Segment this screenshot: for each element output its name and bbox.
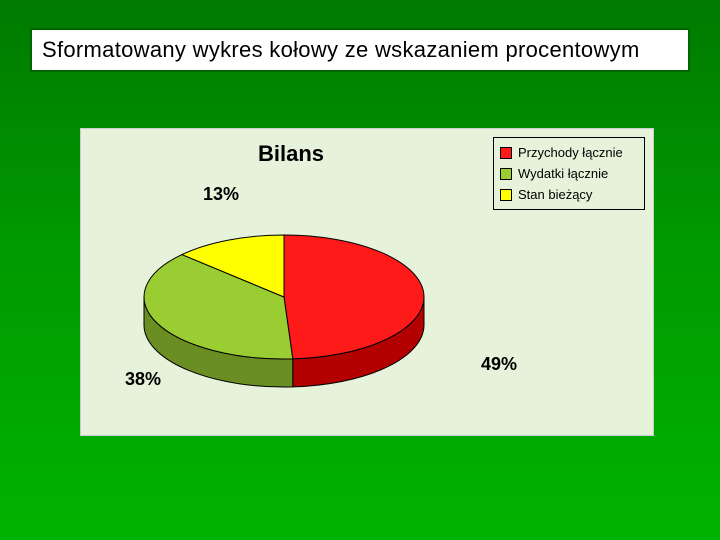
legend-label: Stan bieżący — [518, 187, 592, 202]
slide-heading-bar: Sformatowany wykres kołowy ze wskazaniem… — [30, 28, 690, 72]
pct-label-przychody: 49% — [481, 354, 517, 375]
slide-heading: Sformatowany wykres kołowy ze wskazaniem… — [42, 37, 640, 63]
legend-label: Wydatki łącznie — [518, 166, 608, 181]
legend: Przychody łącznie Wydatki łącznie Stan b… — [493, 137, 645, 210]
pct-label-wydatki: 38% — [125, 369, 161, 390]
legend-item: Stan bieżący — [500, 184, 638, 205]
legend-item: Przychody łącznie — [500, 142, 638, 163]
legend-swatch-wydatki — [500, 168, 512, 180]
legend-label: Przychody łącznie — [518, 145, 623, 160]
legend-swatch-przychody — [500, 147, 512, 159]
legend-item: Wydatki łącznie — [500, 163, 638, 184]
legend-swatch-stan — [500, 189, 512, 201]
pct-label-stan: 13% — [203, 184, 239, 205]
pie-chart — [139, 219, 429, 409]
chart-panel: Bilans Przychody łącznie Wydatki łącznie… — [80, 128, 654, 436]
pie-svg — [139, 219, 429, 409]
chart-title: Bilans — [81, 141, 501, 167]
